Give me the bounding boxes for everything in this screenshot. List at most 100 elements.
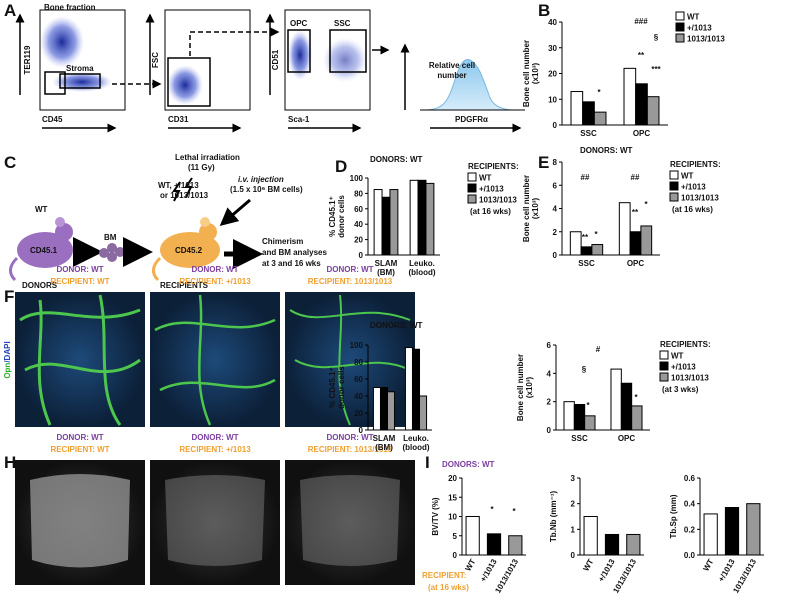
- image-title: RECIPIENT: 1013/1013: [308, 445, 393, 454]
- x-tick-label: SSC: [571, 434, 588, 443]
- y-tick-label: 2: [571, 500, 576, 509]
- label: BM: [104, 233, 117, 242]
- annotation: ##: [581, 173, 590, 182]
- bar: [580, 246, 593, 256]
- gate-label: OPC: [290, 19, 308, 28]
- y-tick-label: 20: [448, 474, 457, 483]
- bar: [604, 533, 620, 556]
- flow-plot: [265, 9, 390, 133]
- y-tick-label: 0: [571, 551, 576, 560]
- y-tick-label: 40: [548, 18, 557, 27]
- y-tick-label: 40: [354, 220, 363, 229]
- y-tick-label: 2: [553, 228, 558, 237]
- y-tick-label: 0: [553, 121, 558, 130]
- label: WT: [35, 205, 48, 214]
- y-axis-label: (x10³): [531, 197, 540, 219]
- y-axis-label: Bone cell number: [516, 354, 525, 421]
- annotation: *: [490, 505, 494, 514]
- legend-swatch: [675, 33, 685, 43]
- y-tick-label: 100: [350, 174, 364, 183]
- x-tick-label: +/1013: [597, 557, 617, 583]
- y-tick-label: 0: [359, 426, 364, 435]
- stain-label: Opn/DAPI: [3, 341, 12, 378]
- annotation: §: [582, 365, 587, 374]
- legend-swatch: [659, 361, 669, 371]
- legend-title: RECIPIENTS:: [468, 162, 519, 171]
- annotation: *: [597, 88, 601, 97]
- legend-label: WT: [681, 172, 694, 181]
- bar: [629, 231, 642, 256]
- y-tick-label: 0: [359, 251, 364, 260]
- label: Stroma: [66, 64, 94, 73]
- x-tick-label: +/1013: [479, 557, 499, 583]
- x-tick-label: +/1013: [717, 557, 737, 583]
- x-tick-label: OPC: [618, 434, 636, 443]
- y-axis-label: donor cells: [337, 195, 346, 238]
- image-title: DONOR: WT: [191, 433, 238, 442]
- legend-swatch: [675, 22, 685, 32]
- legend-label: WT: [671, 352, 684, 361]
- x-tick-label: SSC: [578, 259, 595, 268]
- bar: [404, 347, 413, 431]
- y-tick-label: 0.4: [684, 500, 696, 509]
- annotation: ##: [631, 173, 640, 182]
- annotation: #: [596, 345, 601, 354]
- y-tick-label: 100: [350, 341, 364, 350]
- bar: [746, 503, 761, 556]
- micrograph: [15, 292, 415, 427]
- bar: [591, 244, 604, 256]
- label: at 3 and 16 wks: [262, 259, 321, 268]
- legend-label: +/1013: [687, 24, 712, 33]
- image-title: DONOR: WT: [326, 433, 373, 442]
- bar: [373, 189, 383, 256]
- label: (1.5 x 10⁶ BM cells): [230, 185, 303, 194]
- panel-label: F: [4, 287, 14, 306]
- legend-label: +/1013: [681, 183, 706, 192]
- y-tick-label: 0.0: [684, 551, 696, 560]
- y-tick-label: 4: [553, 205, 558, 214]
- y-tick-label: 10: [448, 513, 457, 522]
- bar: [623, 67, 637, 126]
- bar: [409, 179, 419, 256]
- legend-swatch: [659, 350, 669, 360]
- x-tick-label: OPC: [627, 259, 645, 268]
- y-axis-label: donor cells: [337, 366, 346, 409]
- y-axis-label: % CD45.1⁺: [328, 367, 337, 408]
- y-tick-label: 4: [547, 369, 552, 378]
- annotation: *: [512, 507, 516, 516]
- bar: [573, 404, 586, 431]
- legend-title: RECIPIENTS:: [670, 160, 721, 169]
- bar: [626, 533, 641, 556]
- bar: [569, 231, 582, 256]
- bar: [582, 101, 595, 126]
- annotation: **: [638, 51, 645, 60]
- y-tick-label: 1: [571, 525, 576, 534]
- axis-label: FSC: [151, 52, 160, 68]
- y-tick-label: 8: [553, 158, 558, 167]
- stain-opn: Opn: [3, 363, 12, 379]
- annotation: *: [594, 230, 598, 239]
- y-tick-label: 6: [547, 341, 552, 350]
- legend-swatch: [467, 194, 477, 204]
- legend-label: WT: [687, 13, 700, 22]
- flow-plot: [15, 9, 162, 133]
- axis-label: Sca-1: [288, 115, 310, 124]
- legend-note: (at 3 wks): [662, 385, 699, 394]
- annotation: ###: [634, 17, 648, 26]
- bar: [610, 368, 622, 431]
- y-tick-label: 5: [453, 532, 458, 541]
- bar: [570, 91, 584, 126]
- gate-label: SSC: [334, 19, 351, 28]
- bar: [486, 533, 502, 556]
- y-tick-label: 0.2: [684, 525, 696, 534]
- legend-title: RECIPIENTS:: [660, 340, 711, 349]
- y-tick-label: 30: [548, 44, 557, 53]
- y-tick-label: 40: [354, 392, 363, 401]
- bar: [620, 382, 633, 431]
- axis-label: PDGFRα: [455, 115, 488, 124]
- label: or 1013/1013: [160, 191, 209, 200]
- label: DONORS: [22, 281, 58, 290]
- legend-note: (at 16 wks): [672, 205, 713, 214]
- bar: [508, 535, 523, 556]
- annotation: **: [632, 208, 639, 217]
